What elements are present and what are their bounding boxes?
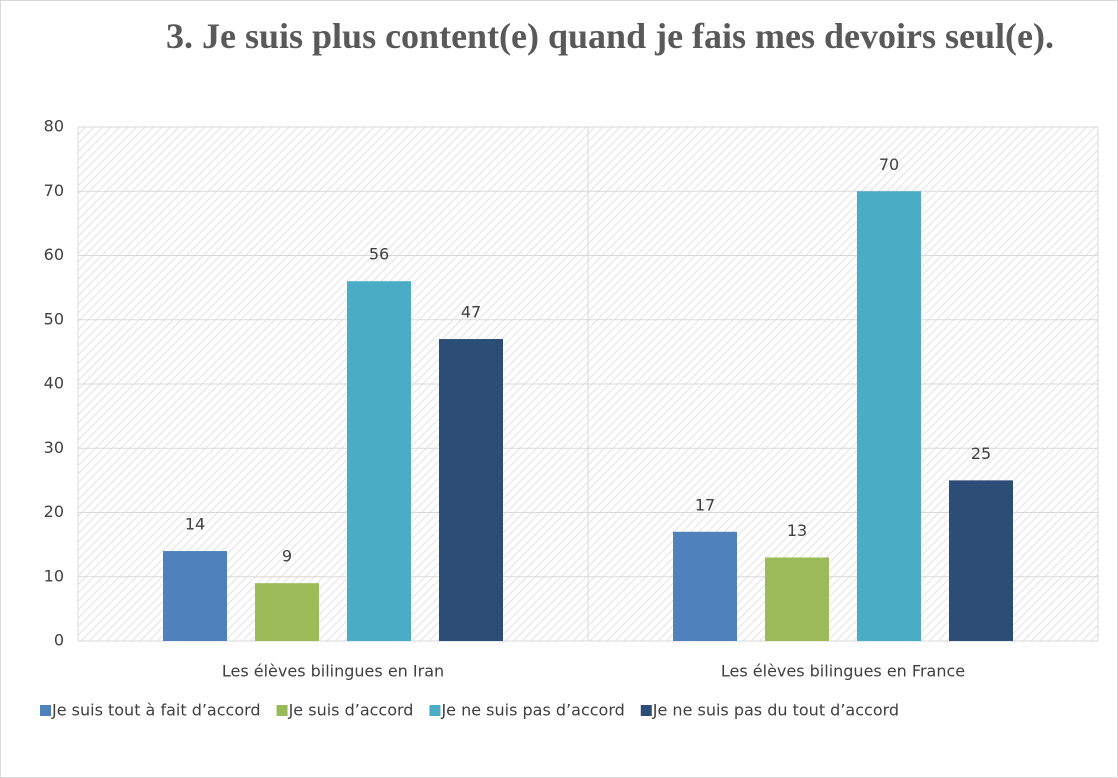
y-tick-label: 10 — [44, 566, 64, 585]
data-label: 70 — [879, 155, 899, 174]
data-label: 9 — [282, 547, 292, 566]
x-tick-label: Les élèves bilingues en Iran — [222, 662, 444, 681]
y-tick-label: 60 — [44, 245, 64, 264]
x-tick-label: Les élèves bilingues en France — [721, 662, 965, 681]
y-tick-label: 0 — [54, 631, 64, 650]
legend-swatch — [276, 705, 288, 716]
y-tick-label: 50 — [44, 309, 64, 328]
data-label: 47 — [461, 303, 481, 322]
legend-label: Je suis d’accord — [288, 701, 414, 720]
data-label: 17 — [695, 495, 715, 514]
legend-swatch — [640, 705, 652, 716]
bar — [347, 281, 411, 641]
legend-label: Je ne suis pas d’accord — [440, 701, 624, 720]
data-label: 14 — [185, 515, 205, 534]
data-label: 13 — [787, 521, 807, 540]
chart-title: 3. Je suis plus content(e) quand je fais… — [166, 16, 1054, 56]
bar — [949, 480, 1013, 641]
bar — [255, 583, 319, 641]
y-tick-label: 30 — [44, 438, 64, 457]
legend-label: Je suis tout à fait d’accord — [51, 701, 261, 720]
y-tick-label: 40 — [44, 374, 64, 393]
legend-swatch — [40, 705, 51, 716]
legend-label: Je ne suis pas du tout d’accord — [652, 701, 899, 720]
legend-swatch — [429, 705, 441, 716]
bar — [765, 557, 829, 641]
y-tick-label: 80 — [44, 117, 64, 136]
data-label: 56 — [369, 245, 389, 264]
bar — [673, 531, 737, 641]
bar — [439, 339, 503, 641]
y-tick-label: 70 — [44, 181, 64, 200]
y-tick-label: 20 — [44, 502, 64, 521]
data-label: 25 — [971, 444, 991, 463]
bar — [163, 551, 227, 641]
bar — [857, 191, 921, 641]
